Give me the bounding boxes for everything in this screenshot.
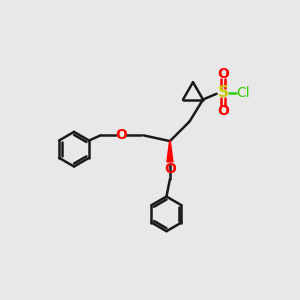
- Polygon shape: [167, 141, 173, 162]
- Text: S: S: [218, 85, 229, 100]
- Text: O: O: [217, 67, 229, 81]
- Text: O: O: [217, 104, 229, 118]
- Text: O: O: [164, 162, 176, 176]
- Text: O: O: [116, 128, 127, 142]
- Text: Cl: Cl: [236, 85, 250, 100]
